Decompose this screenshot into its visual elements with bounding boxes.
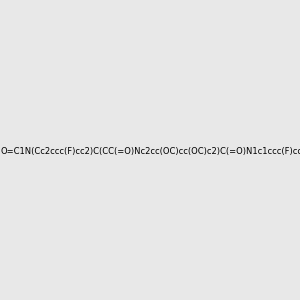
Text: O=C1N(Cc2ccc(F)cc2)C(CC(=O)Nc2cc(OC)cc(OC)c2)C(=O)N1c1ccc(F)cc1: O=C1N(Cc2ccc(F)cc2)C(CC(=O)Nc2cc(OC)cc(O… <box>0 147 300 156</box>
